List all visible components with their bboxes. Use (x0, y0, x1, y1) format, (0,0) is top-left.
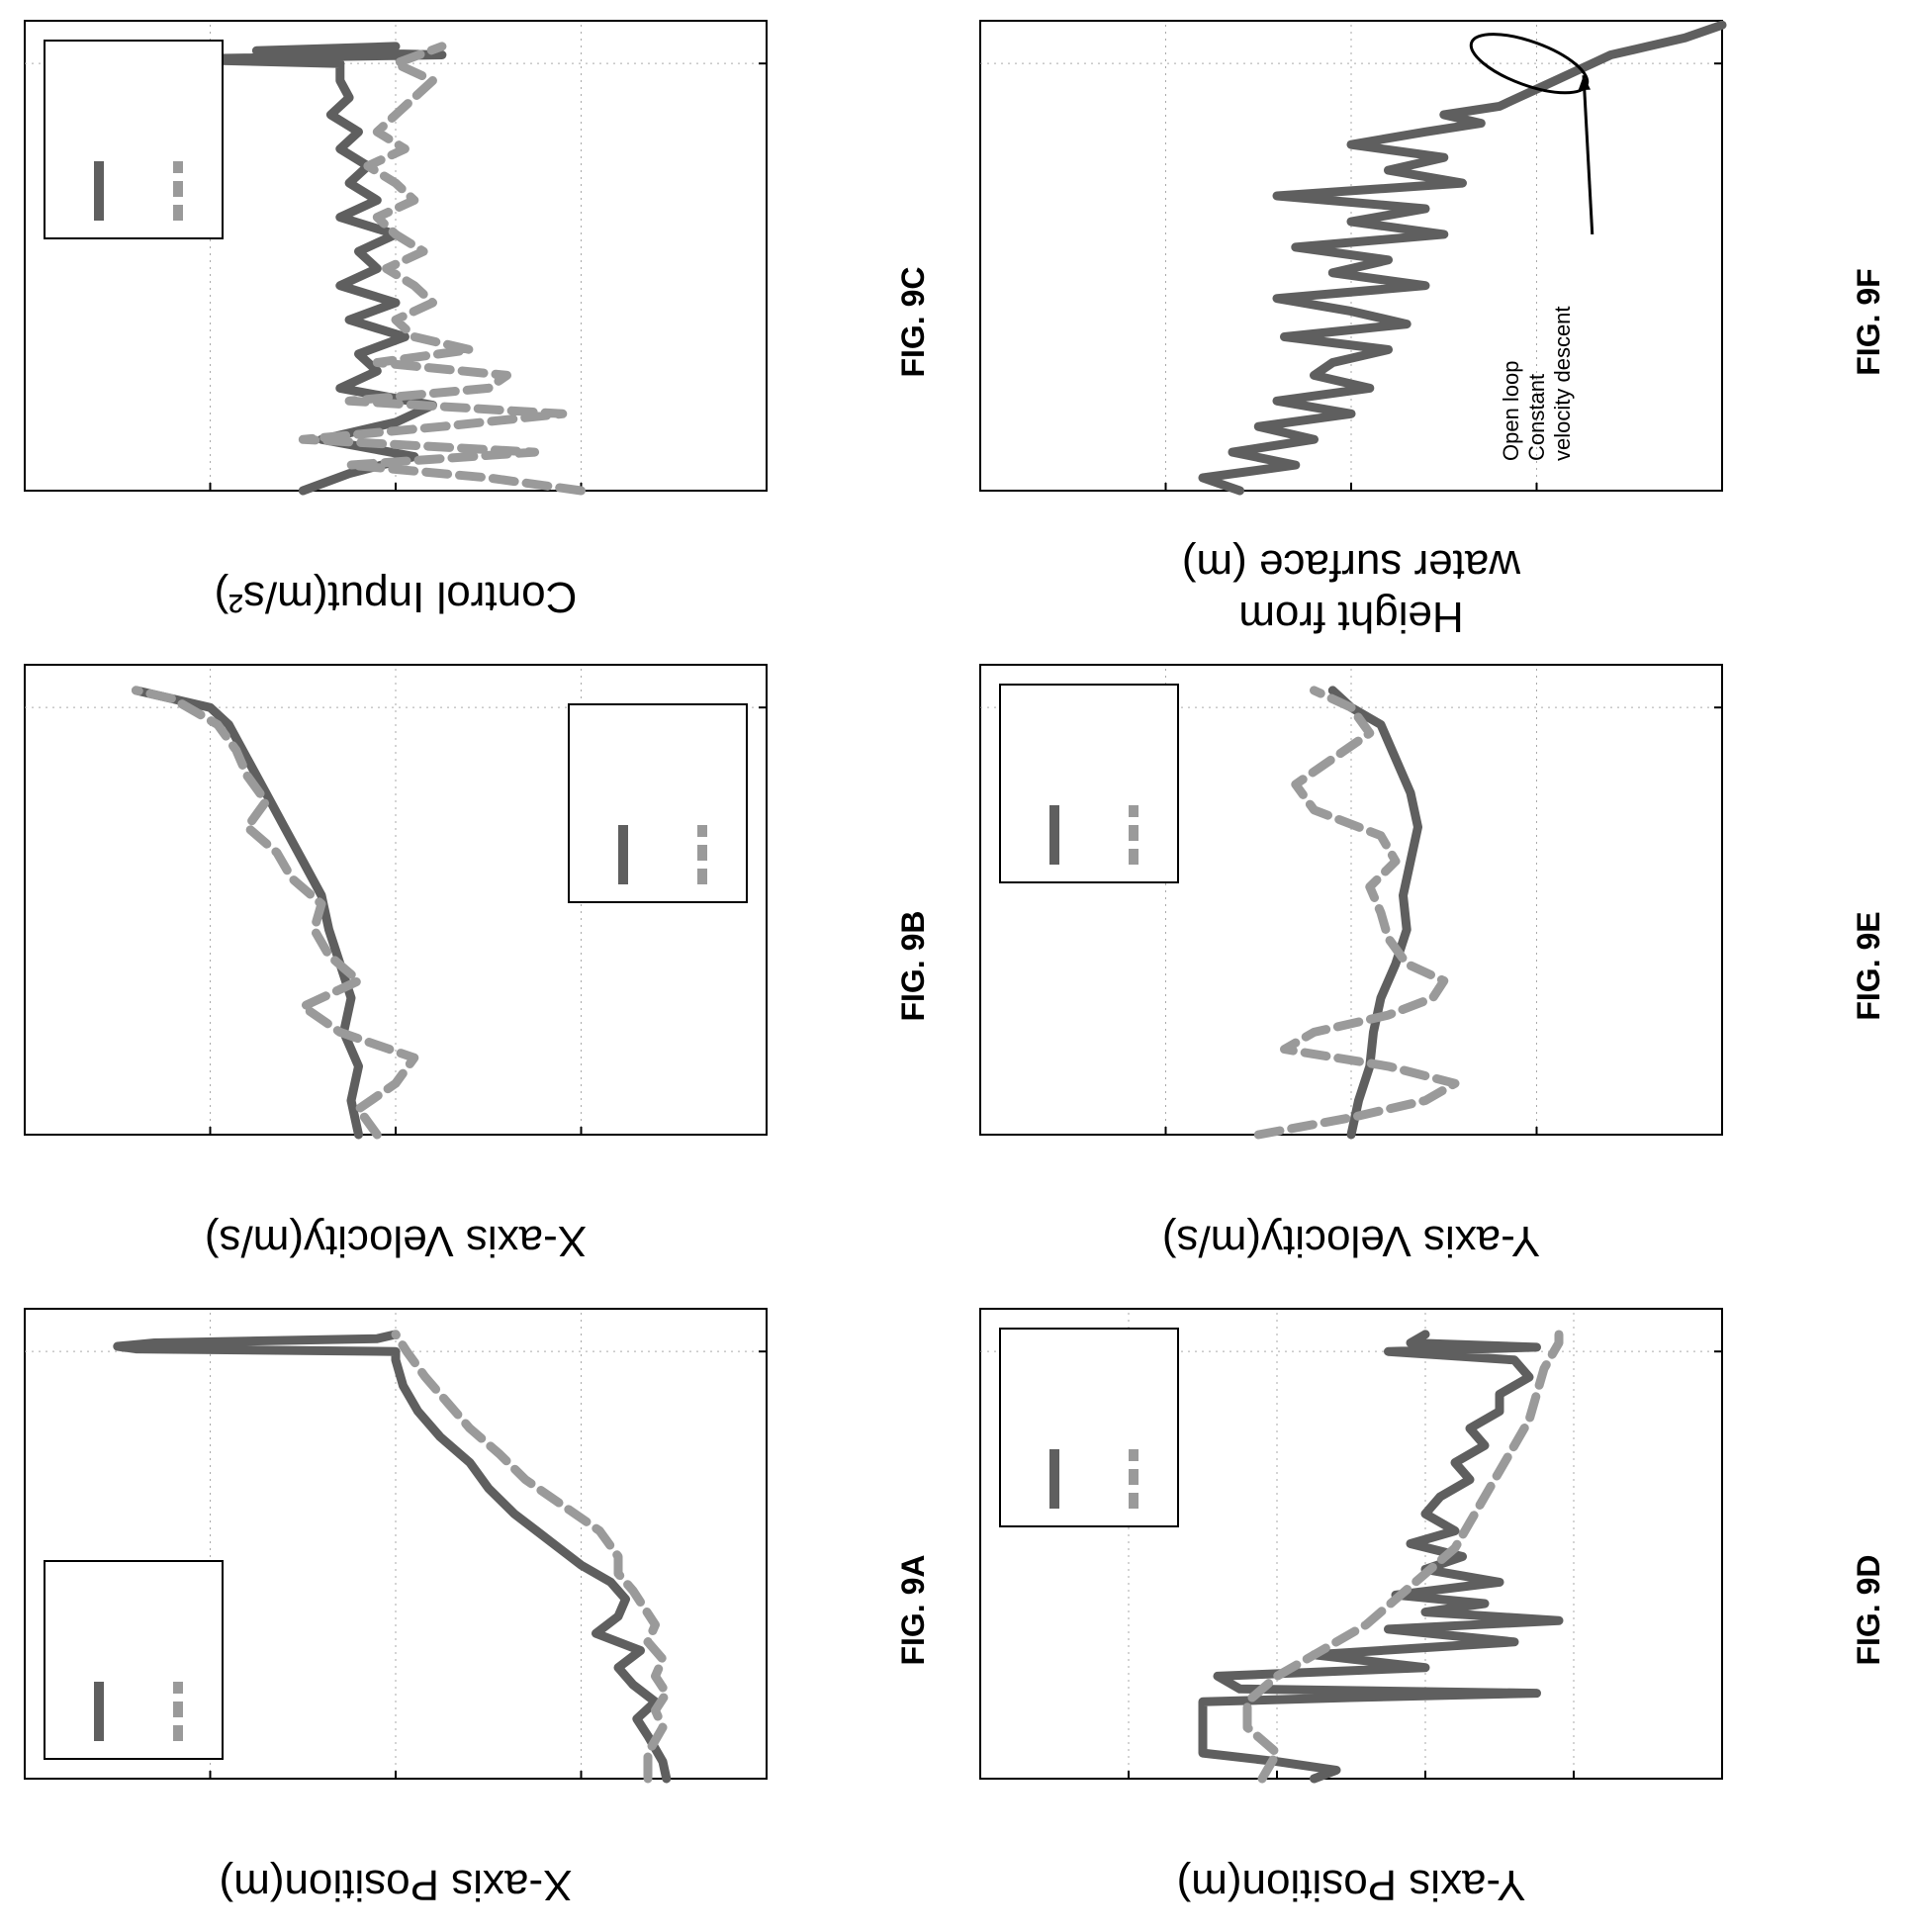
annotation-text: Open loopConstantvelocity descent (1499, 306, 1575, 461)
y-axis-label-line: Height from (1238, 593, 1463, 641)
chart-9c: Control Input(m/s²) (24, 20, 768, 621)
y-axis-label-line: X-axis Velocity(m/s) (205, 1217, 587, 1265)
panel-9b: X-axis Velocity(m/s) FIG. 9B (0, 644, 956, 1288)
series-line-main (1198, 20, 1727, 496)
y-axis-label: Y-axis Position(m) (1177, 1861, 1526, 1909)
series-line-q (1242, 1330, 1564, 1784)
legend-box (44, 40, 224, 239)
legend-box (44, 1560, 224, 1760)
figure-label-9c: FIG. 9C (895, 266, 931, 378)
series-line-yo (1327, 686, 1422, 1140)
series-line-o (113, 1330, 672, 1784)
series-line-yq (1253, 686, 1460, 1140)
legend (568, 703, 748, 903)
legend (999, 1328, 1179, 1527)
series-line-xo (132, 686, 363, 1140)
series-line-q (391, 1330, 672, 1784)
legend-box (568, 703, 748, 903)
chart-9b: X-axis Velocity(m/s) (24, 664, 768, 1265)
y-axis-label: X-axis Position(m) (220, 1861, 573, 1909)
annotation-text-line: Constant (1524, 374, 1549, 461)
chart-9f: Height fromwater surface (m) Open loopCon… (979, 20, 1727, 641)
y-axis-label-line: Y-axis Velocity(m/s) (1162, 1217, 1540, 1265)
figure-label-9d: FIG. 9D (1851, 1554, 1886, 1666)
annotation-arrowhead (1578, 75, 1591, 91)
annotation-text-line: velocity descent (1550, 306, 1575, 461)
y-axis-label-line: water surface (m) (1182, 541, 1521, 590)
figure-label-9a: FIG. 9A (895, 1554, 931, 1666)
y-axis-label: X-axis Velocity(m/s) (205, 1217, 587, 1265)
y-axis-label: Height fromwater surface (m) (1182, 541, 1521, 641)
legend (44, 1560, 224, 1760)
panel-9e: Y-axis Velocity(m/s) FIG. 9E (956, 644, 1911, 1288)
chart-9a: X-axis Position(m) (24, 1308, 768, 1909)
y-axis-label: Y-axis Velocity(m/s) (1162, 1217, 1540, 1265)
figure-label-9f: FIG. 9F (1851, 268, 1886, 376)
figure-label-9e: FIG. 9E (1851, 911, 1886, 1021)
y-axis-label-line: Y-axis Position(m) (1177, 1861, 1526, 1909)
y-axis-label-line: X-axis Position(m) (220, 1861, 573, 1909)
legend (999, 684, 1179, 883)
y-axis-label: Control Input(m/s²) (215, 573, 578, 621)
series-line-y (298, 42, 586, 496)
annotation-arrow (1582, 75, 1594, 234)
series-line-o (1198, 1330, 1564, 1784)
figure-label-9b: FIG. 9B (895, 910, 931, 1022)
panel-9c: Control Input(m/s²) FIG. 9C (0, 0, 956, 644)
series-line-xq (132, 686, 419, 1140)
chart-9e: Y-axis Velocity(m/s) (979, 664, 1723, 1265)
chart-9d: Y-axis Position(m) (979, 1308, 1723, 1909)
legend-box (999, 684, 1179, 883)
annotation-text-line: Open loop (1499, 360, 1523, 461)
legend (44, 40, 224, 239)
legend-box (999, 1328, 1179, 1527)
panel-9f: Height fromwater surface (m) Open loopCon… (956, 0, 1911, 644)
y-axis-label-line: Control Input(m/s²) (215, 573, 578, 621)
panel-9a: X-axis Position(m) FIG. 9A (0, 1288, 956, 1932)
panel-9d: Y-axis Position(m) FIG. 9D (956, 1288, 1911, 1932)
